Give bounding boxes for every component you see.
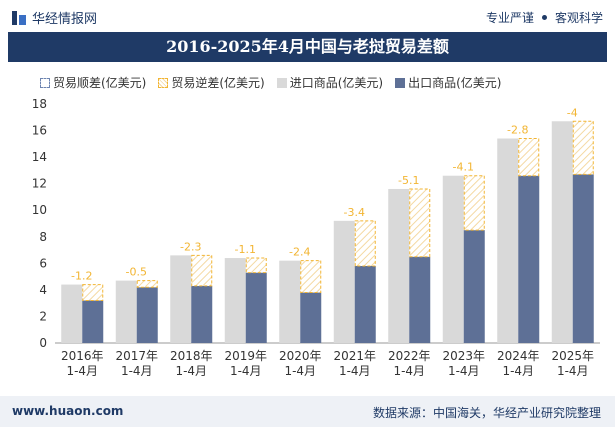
import-bar bbox=[388, 188, 410, 343]
footer-site-link[interactable]: www.huaon.com bbox=[12, 404, 124, 418]
legend-swatch-deficit bbox=[158, 77, 169, 88]
x-tick-label: 1-4月 bbox=[557, 364, 589, 378]
x-tick-label: 1-4月 bbox=[502, 364, 534, 378]
bar-chart: 024681012141618-1.22016年1-4月-0.52017年1-4… bbox=[32, 97, 600, 378]
x-tick-label: 1-4月 bbox=[284, 364, 316, 378]
export-bar bbox=[245, 272, 267, 343]
legend-swatch-export bbox=[395, 77, 406, 88]
x-tick-label: 2019年 bbox=[224, 349, 267, 363]
x-tick-label: 1-4月 bbox=[230, 364, 262, 378]
deficit-segment bbox=[409, 188, 431, 258]
export-bar bbox=[191, 285, 213, 343]
deficit-data-label: -0.5 bbox=[126, 266, 147, 279]
brand[interactable]: 华经情报网 bbox=[12, 8, 97, 27]
top-bar: 华经情报网 专业严谨 客观科学 bbox=[0, 0, 615, 34]
x-tick-label: 2023年 bbox=[442, 349, 485, 363]
footer: www.huaon.com 数据来源：中国海关，华经产业研究院整理 bbox=[0, 396, 615, 427]
x-tick-label: 1-4月 bbox=[393, 364, 425, 378]
x-tick-label: 2022年 bbox=[388, 349, 431, 363]
deficit-data-label: -1.1 bbox=[235, 243, 256, 256]
slogan: 专业严谨 客观科学 bbox=[486, 9, 603, 26]
y-tick-label: 12 bbox=[32, 177, 47, 191]
x-tick-label: 2016年 bbox=[61, 349, 104, 363]
legend-label-import: 进口商品(亿美元) bbox=[289, 76, 384, 90]
deficit-segment bbox=[518, 138, 540, 177]
legend: 贸易顺差(亿美元) 贸易逆差(亿美元) 进口商品(亿美元) 出口商品(亿美元) bbox=[40, 74, 502, 91]
legend-item-import[interactable]: 进口商品(亿美元) bbox=[276, 74, 384, 91]
export-bar bbox=[463, 230, 485, 343]
deficit-segment bbox=[82, 284, 104, 302]
import-bar bbox=[115, 280, 137, 343]
legend-item-deficit[interactable]: 贸易逆差(亿美元) bbox=[158, 74, 265, 91]
legend-item-surplus[interactable]: 贸易顺差(亿美元) bbox=[40, 74, 146, 91]
brand-name: 华经情报网 bbox=[32, 12, 98, 27]
import-bar bbox=[279, 260, 301, 343]
y-tick-label: 6 bbox=[39, 256, 47, 270]
slogan-tag-2: 客观科学 bbox=[554, 11, 603, 25]
footer-source: 数据来源：中国海关，华经产业研究院整理 bbox=[372, 406, 601, 420]
legend-swatch-surplus bbox=[40, 77, 50, 88]
deficit-segment bbox=[245, 257, 267, 274]
y-tick-label: 18 bbox=[32, 97, 47, 111]
legend-swatch-import bbox=[276, 77, 287, 88]
x-tick-label: 1-4月 bbox=[175, 364, 207, 378]
export-bar bbox=[354, 265, 376, 343]
x-tick-label: 2025年 bbox=[551, 349, 594, 363]
x-tick-label: 2021年 bbox=[333, 349, 376, 363]
import-bar bbox=[551, 121, 573, 343]
x-tick-label: 1-4月 bbox=[339, 364, 371, 378]
x-tick-label: 1-4月 bbox=[448, 364, 480, 378]
import-bar bbox=[442, 175, 464, 343]
chart-title: 2016-2025年4月中国与老挝贸易差额 bbox=[8, 32, 607, 62]
deficit-data-label: -1.2 bbox=[71, 270, 92, 283]
export-bar bbox=[572, 174, 594, 343]
export-bar bbox=[300, 292, 322, 343]
deficit-segment bbox=[463, 175, 485, 231]
import-bar bbox=[224, 258, 246, 343]
y-tick-label: 8 bbox=[39, 230, 47, 244]
deficit-data-label: -2.4 bbox=[289, 246, 310, 259]
slogan-tag-1: 专业严谨 bbox=[485, 11, 534, 25]
y-tick-label: 4 bbox=[39, 283, 47, 297]
x-tick-label: 2017年 bbox=[115, 349, 158, 363]
export-bar bbox=[82, 300, 104, 343]
y-tick-label: 0 bbox=[39, 336, 47, 350]
y-tick-label: 14 bbox=[32, 150, 47, 164]
import-bar bbox=[333, 220, 355, 343]
deficit-segment bbox=[191, 254, 213, 287]
legend-label-export: 出口商品(亿美元) bbox=[408, 76, 502, 90]
export-bar bbox=[136, 287, 158, 343]
deficit-data-label: -3.4 bbox=[344, 206, 365, 219]
deficit-segment bbox=[572, 120, 594, 175]
x-tick-label: 1-4月 bbox=[66, 364, 98, 378]
deficit-data-label: -4.1 bbox=[453, 161, 474, 174]
export-bar bbox=[518, 175, 540, 343]
deficit-segment bbox=[354, 220, 376, 267]
x-tick-label: 1-4月 bbox=[121, 364, 153, 378]
deficit-data-label: -5.1 bbox=[398, 174, 419, 187]
logo-icon bbox=[12, 10, 26, 25]
legend-label-surplus: 贸易顺差(亿美元) bbox=[53, 76, 147, 90]
import-bar bbox=[170, 255, 192, 343]
x-tick-label: 2020年 bbox=[279, 349, 322, 363]
deficit-segment bbox=[136, 280, 158, 288]
legend-item-export[interactable]: 出口商品(亿美元) bbox=[395, 74, 502, 91]
x-tick-label: 2024年 bbox=[497, 349, 540, 363]
export-bar bbox=[409, 256, 431, 343]
legend-label-deficit: 贸易逆差(亿美元) bbox=[171, 76, 265, 90]
import-bar bbox=[497, 138, 519, 343]
deficit-data-label: -2.3 bbox=[180, 240, 201, 253]
y-tick-label: 10 bbox=[32, 203, 47, 217]
deficit-segment bbox=[300, 260, 322, 294]
deficit-data-label: -4 bbox=[567, 106, 578, 119]
deficit-data-label: -2.8 bbox=[507, 124, 528, 137]
y-tick-label: 16 bbox=[32, 124, 47, 138]
import-bar bbox=[61, 284, 83, 343]
y-tick-label: 2 bbox=[39, 309, 47, 323]
x-tick-label: 2018年 bbox=[170, 349, 213, 363]
dot-icon bbox=[541, 15, 547, 20]
